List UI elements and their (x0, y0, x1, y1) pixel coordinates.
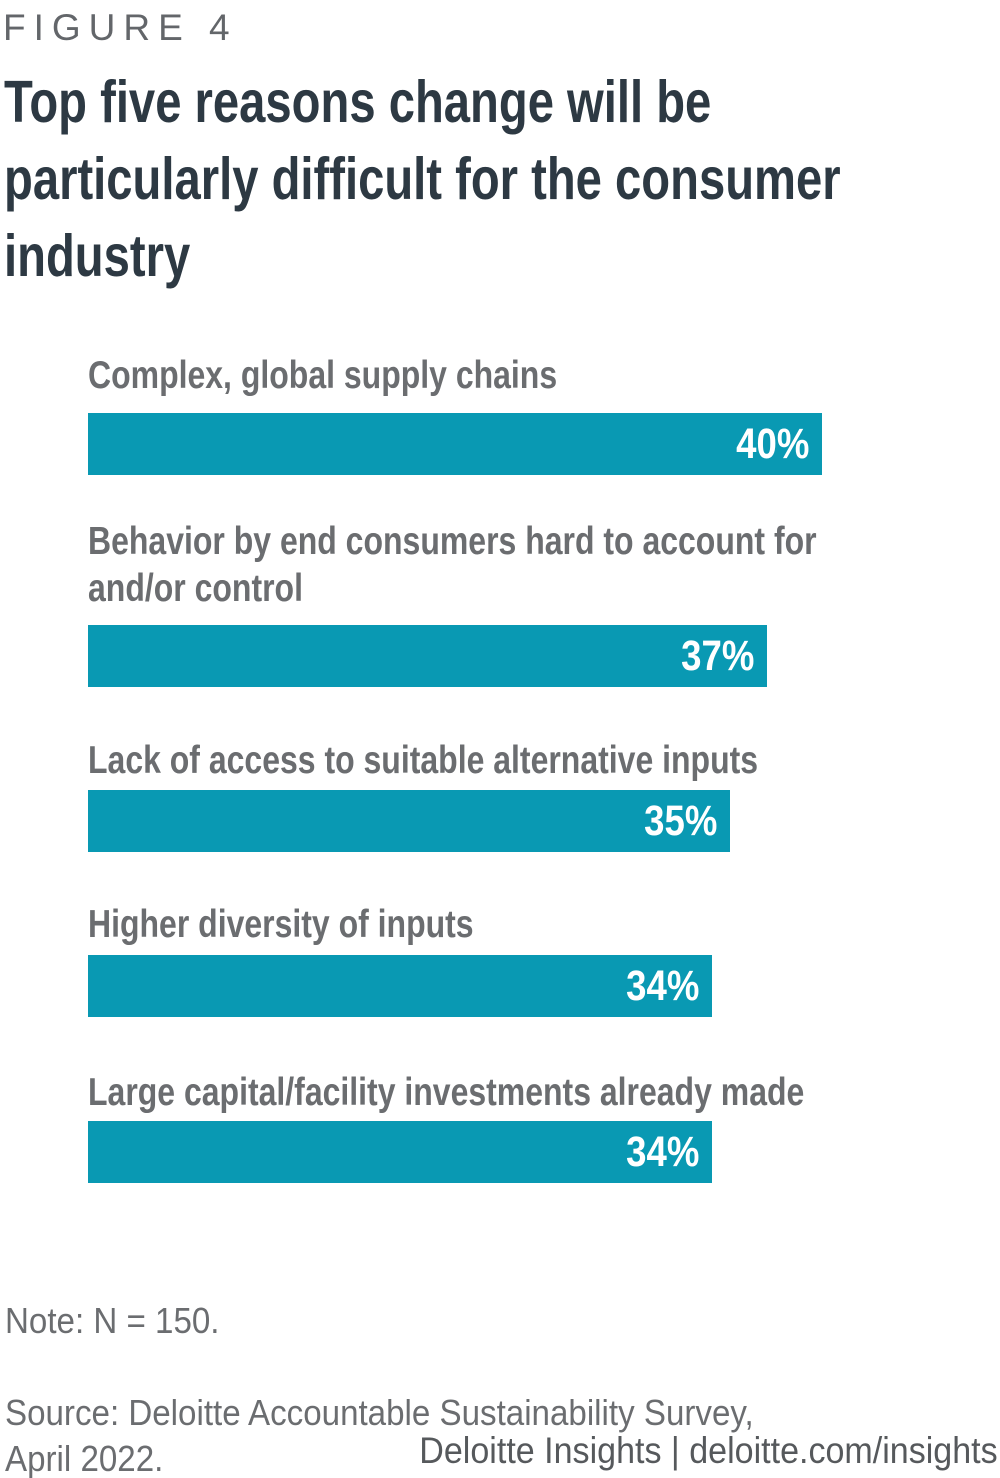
bar-label: Behavior by end consumers hard to accoun… (88, 520, 817, 610)
bar: 35% (88, 790, 730, 852)
bar-value-label: 37% (681, 631, 755, 680)
note-text: Note: N = 150. (5, 1300, 220, 1341)
bar-label: Complex, global supply chains (88, 354, 558, 397)
note-and-source: Note: N = 150. Source: Deloitte Accounta… (5, 1252, 925, 1478)
page-title: Top five reasons change will be particul… (4, 69, 841, 289)
footer-attribution: Deloitte Insights | deloitte.com/insight… (419, 1430, 998, 1471)
bar-value-label: 40% (736, 419, 810, 468)
bar-label: Large capital/facility investments alrea… (88, 1071, 805, 1114)
bar-value-label: 34% (626, 961, 700, 1010)
bar: 40% (88, 413, 822, 475)
bar: 37% (88, 625, 767, 687)
bar-label: Lack of access to suitable alternative i… (88, 739, 759, 782)
source-text: Source: Deloitte Accountable Sustainabil… (5, 1392, 754, 1478)
bar: 34% (88, 1121, 712, 1183)
bar: 34% (88, 955, 712, 1017)
figure-number: FIGURE 4 (3, 7, 238, 48)
bar-value-label: 34% (626, 1127, 700, 1176)
bar-value-label: 35% (644, 796, 718, 845)
bar-label: Higher diversity of inputs (88, 903, 474, 946)
